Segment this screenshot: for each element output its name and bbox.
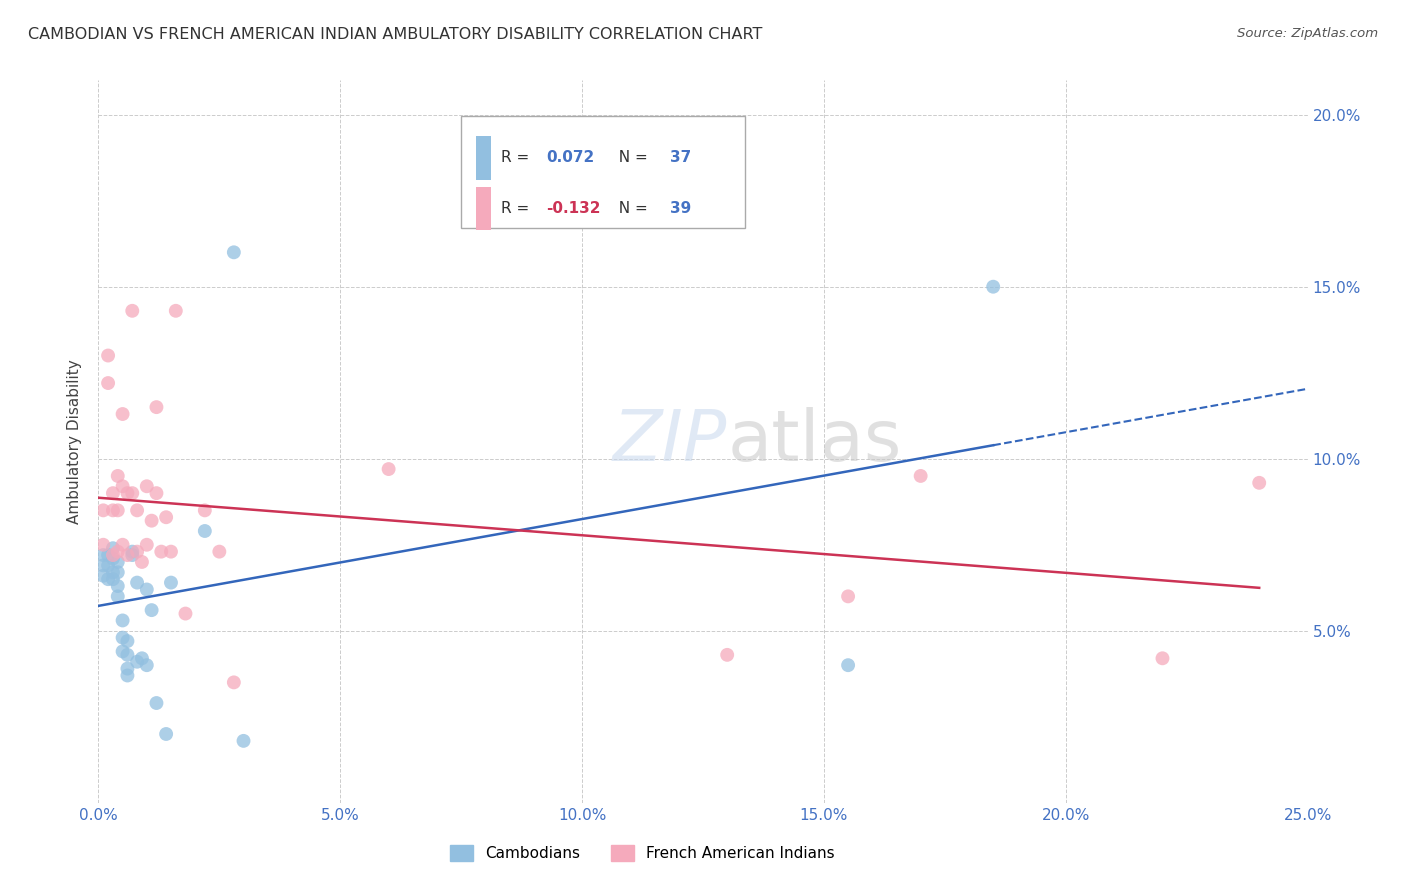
Point (155, 727, 177, 741)
Text: atlas: atlas (727, 407, 901, 476)
Point (160, 544, 183, 558)
Point (101, 551, 124, 566)
Text: N =: N = (609, 201, 652, 216)
FancyBboxPatch shape (475, 136, 491, 179)
Point (135, 479, 157, 493)
Point (111, 631, 134, 645)
Point (117, 548, 139, 562)
Point (97, 558, 120, 573)
Point (121, 544, 143, 558)
Point (111, 407, 134, 421)
FancyBboxPatch shape (461, 116, 745, 228)
Point (716, 648, 738, 662)
Point (145, 400, 167, 414)
Point (127, 655, 149, 669)
Point (131, 651, 153, 665)
Point (837, 590, 859, 604)
Point (111, 538, 134, 552)
Point (127, 503, 149, 517)
Text: N =: N = (609, 151, 652, 165)
FancyBboxPatch shape (475, 186, 491, 230)
Point (97, 349, 120, 363)
Point (155, 510, 177, 524)
Point (97, 376, 120, 390)
Point (135, 582, 157, 597)
Point (97, 572, 120, 586)
Point (135, 658, 157, 673)
Point (107, 579, 129, 593)
Text: 0.072: 0.072 (547, 151, 595, 165)
Y-axis label: Ambulatory Disability: Ambulatory Disability (67, 359, 83, 524)
Point (101, 572, 124, 586)
Point (121, 303, 143, 318)
Point (117, 662, 139, 676)
Text: CAMBODIAN VS FRENCH AMERICAN INDIAN AMBULATORY DISABILITY CORRELATION CHART: CAMBODIAN VS FRENCH AMERICAN INDIAN AMBU… (28, 27, 762, 42)
Point (101, 486, 124, 500)
Point (981, 279, 1004, 293)
Point (160, 575, 183, 590)
Point (837, 658, 859, 673)
Point (91, 568, 114, 582)
Text: 37: 37 (669, 151, 692, 165)
Point (910, 469, 932, 483)
Text: R =: R = (501, 201, 534, 216)
Point (377, 462, 399, 476)
Text: -0.132: -0.132 (547, 201, 600, 216)
Point (194, 524, 217, 538)
Point (150, 544, 173, 558)
Text: Source: ZipAtlas.com: Source: ZipAtlas.com (1237, 27, 1378, 40)
Point (91, 548, 114, 562)
Point (127, 575, 149, 590)
Point (121, 548, 143, 562)
Point (1152, 651, 1174, 665)
Point (222, 675, 245, 690)
Point (208, 544, 231, 558)
Text: ZIP: ZIP (613, 407, 727, 476)
Point (101, 566, 124, 580)
Point (101, 548, 124, 562)
Point (91, 558, 114, 573)
Point (135, 538, 157, 552)
Point (117, 648, 139, 662)
Point (141, 603, 163, 617)
Point (121, 486, 143, 500)
Point (117, 486, 139, 500)
Point (97, 548, 120, 562)
Point (101, 503, 124, 517)
Point (107, 503, 129, 517)
Point (107, 555, 129, 569)
Point (145, 486, 167, 500)
Point (111, 614, 134, 628)
Point (107, 544, 129, 558)
Point (174, 607, 197, 621)
Point (107, 566, 129, 580)
Point (107, 469, 129, 483)
Point (107, 590, 129, 604)
Point (91, 503, 114, 517)
Point (222, 245, 245, 260)
Point (111, 479, 134, 493)
Point (165, 303, 187, 318)
Point (127, 544, 149, 558)
Point (194, 503, 217, 517)
Point (145, 696, 167, 710)
Point (232, 734, 254, 748)
Point (131, 555, 153, 569)
Text: R =: R = (501, 151, 534, 165)
Point (101, 541, 124, 556)
Point (141, 514, 163, 528)
Point (111, 644, 134, 658)
Point (117, 668, 139, 682)
Point (117, 634, 139, 648)
Legend: Cambodians, French American Indians: Cambodians, French American Indians (444, 839, 841, 867)
Point (1249, 475, 1271, 490)
Point (91, 538, 114, 552)
Text: 39: 39 (669, 201, 692, 216)
